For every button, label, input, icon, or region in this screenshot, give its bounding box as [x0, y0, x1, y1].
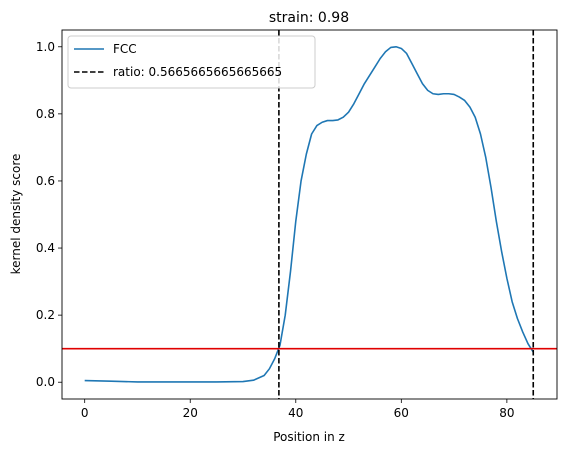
y-tick-label: 1.0 — [36, 40, 55, 54]
y-tick-label: 0.8 — [36, 107, 55, 121]
x-tick-label: 60 — [394, 406, 409, 420]
y-axis-label: kernel density score — [9, 154, 23, 275]
x-axis-ticks: 0 20 40 60 80 — [81, 399, 515, 420]
legend-box — [67, 35, 316, 89]
y-tick-label: 0.2 — [36, 308, 55, 322]
y-tick-label: 0.6 — [36, 174, 55, 188]
chart-title: strain: 0.98 — [269, 10, 349, 26]
legend-fcc-label: FCC — [113, 42, 137, 56]
x-tick-label: 80 — [499, 406, 514, 420]
fcc-line — [84, 45, 534, 383]
legend-ratio-label: ratio: 0.5665665665665665 — [113, 65, 282, 79]
x-axis-label: Position in z — [273, 430, 345, 444]
y-axis-ticks: 0.0 0.2 0.4 0.6 0.8 1.0 — [36, 40, 62, 389]
x-tick-label: 40 — [288, 406, 303, 420]
x-tick-label: 0 — [81, 406, 89, 420]
y-tick-label: 0.0 — [36, 375, 55, 389]
axes-frame — [61, 29, 558, 400]
plot-area — [62, 30, 557, 399]
x-tick-label: 20 — [183, 406, 198, 420]
y-tick-label: 0.4 — [36, 241, 55, 255]
legend: FCC ratio: 0.5665665665665665 — [67, 35, 316, 89]
